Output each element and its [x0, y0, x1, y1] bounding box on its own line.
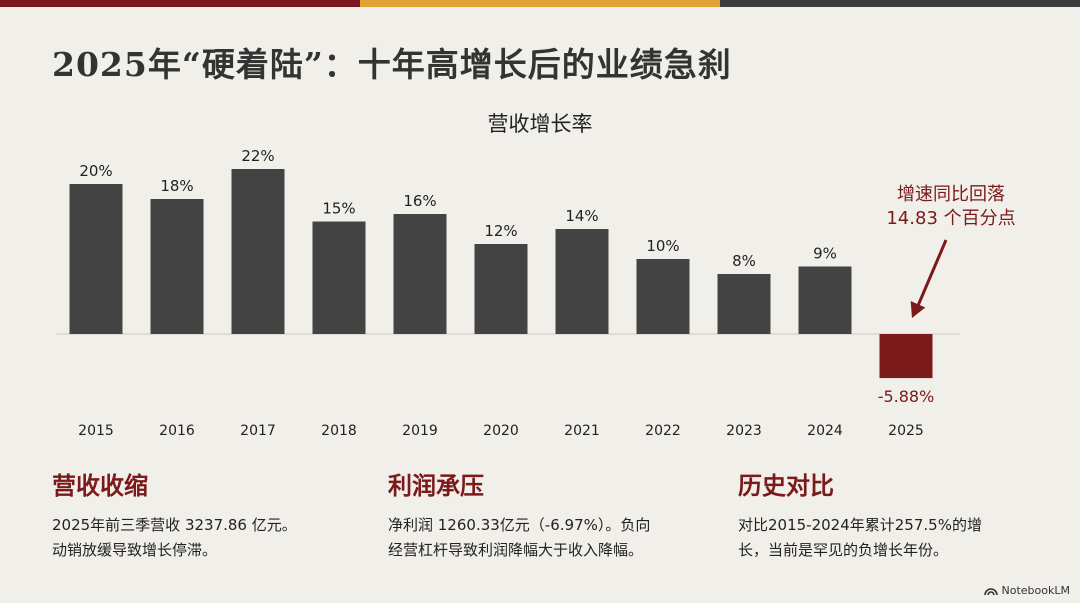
card-history: 历史对比 对比2015-2024年累计257.5%的增 长，当前是罕见的负增长年…	[738, 466, 1058, 563]
top-bar-segment-gold	[360, 0, 720, 7]
x-tick-2024: 2024	[807, 423, 843, 439]
notebooklm-logo-icon	[983, 587, 998, 595]
card-text-line: 对比2015-2024年累计257.5%的增	[738, 516, 982, 534]
x-tick-2015: 2015	[78, 423, 114, 439]
card-title: 历史对比	[738, 471, 834, 500]
annotation-arrow	[910, 239, 948, 318]
x-tick-2017: 2017	[240, 423, 276, 439]
card-text: 2025年前三季营收 3237.86 亿元。 动销放缓导致增长停滞。	[52, 513, 372, 563]
annotation-line-2: 14.83 个百分点	[886, 208, 1016, 229]
top-bar-segment-red	[0, 0, 360, 7]
bar-2021	[555, 229, 609, 334]
data-label-2019: 16%	[403, 192, 436, 210]
x-tick-2019: 2019	[402, 423, 438, 439]
x-tick-2020: 2020	[483, 423, 519, 439]
card-text-line: 经营杠杆导致利润降幅大于收入降幅。	[388, 541, 644, 559]
card-profit: 利润承压 净利润 1260.33亿元（-6.97%）。负向 经营杠杆导致利润降幅…	[388, 466, 718, 563]
top-color-bar	[0, 0, 1080, 7]
data-label-2017: 22%	[241, 147, 274, 165]
data-label-2015: 20%	[79, 162, 112, 180]
bar-2019	[393, 214, 447, 334]
brand-footer: NotebookLM	[983, 584, 1070, 597]
card-title: 营收收缩	[52, 471, 148, 500]
data-label-2024: 9%	[813, 245, 837, 263]
card-revenue: 营收收缩 2025年前三季营收 3237.86 亿元。 动销放缓导致增长停滞。	[52, 466, 372, 563]
x-tick-2023: 2023	[726, 423, 762, 439]
bar-2020	[474, 244, 528, 334]
top-bar-segment-gray	[720, 0, 1080, 7]
chart-annotation: 增速同比回落 14.83 个百分点	[866, 183, 1036, 231]
data-label-2021: 14%	[565, 207, 598, 225]
data-label-2020: 12%	[484, 222, 517, 240]
data-label-2025: -5.88%	[878, 387, 935, 406]
bar-2023	[717, 274, 771, 334]
chart-title: 营收增长率	[487, 112, 593, 136]
x-tick-2025: 2025	[888, 423, 924, 439]
annotation-line-1: 增速同比回落	[897, 184, 1005, 205]
bar-2015	[69, 184, 123, 334]
x-tick-2021: 2021	[564, 423, 600, 439]
x-tick-2016: 2016	[159, 423, 195, 439]
bar-2024	[798, 266, 852, 334]
bar-2017	[231, 169, 285, 334]
bar-2018	[312, 221, 366, 334]
brand-label: NotebookLM	[1001, 584, 1070, 597]
bar-2022	[636, 259, 690, 334]
bars-layer: 20% 2015 18% 2016 22% 2017 15% 2018 16% 2019 12% 20…	[56, 147, 960, 439]
data-label-2016: 18%	[160, 177, 193, 195]
card-text-line: 动销放缓导致增长停滞。	[52, 541, 218, 559]
bar-2025	[879, 334, 933, 379]
x-tick-2018: 2018	[321, 423, 357, 439]
card-text: 对比2015-2024年累计257.5%的增 长，当前是罕见的负增长年份。	[738, 513, 1058, 563]
card-text-line: 净利润 1260.33亿元（-6.97%）。负向	[388, 516, 651, 534]
bar-2016	[150, 199, 204, 334]
card-text-line: 长，当前是罕见的负增长年份。	[738, 541, 949, 559]
data-label-2018: 15%	[322, 200, 355, 218]
card-text: 净利润 1260.33亿元（-6.97%）。负向 经营杠杆导致利润降幅大于收入降…	[388, 513, 718, 563]
data-label-2023: 8%	[732, 252, 756, 270]
card-title: 利润承压	[388, 471, 484, 500]
card-text-line: 2025年前三季营收 3237.86 亿元。	[52, 516, 297, 534]
data-label-2022: 10%	[646, 237, 679, 255]
page-title: 2025年“硬着陆”：十年高增长后的业绩急刹	[52, 45, 732, 84]
x-tick-2022: 2022	[645, 423, 681, 439]
